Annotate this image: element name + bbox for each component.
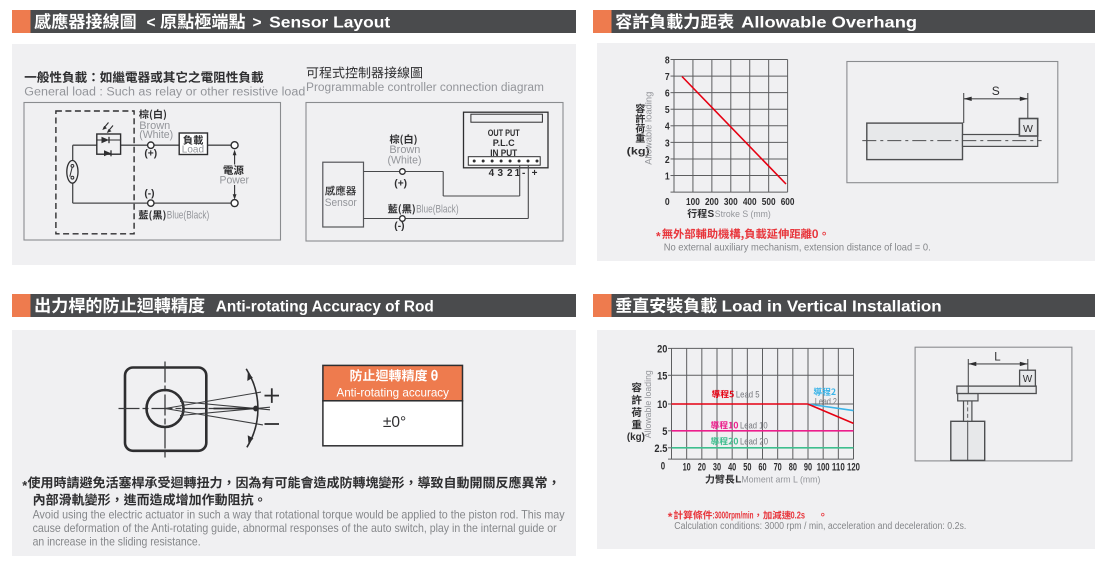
svg-text:Stroke S (mm): Stroke S (mm): [715, 209, 771, 219]
svg-text:4: 4: [665, 121, 670, 133]
svg-text:7: 7: [665, 71, 670, 83]
svg-text:Lead 2: Lead 2: [815, 397, 837, 407]
svg-text:P.L.C: P.L.C: [493, 138, 515, 149]
svg-text:2.5: 2.5: [654, 443, 667, 455]
svg-text:500: 500: [762, 196, 776, 208]
svg-text:Programmable controller connec: Programmable controller connection diagr…: [306, 82, 544, 94]
svg-text:10: 10: [657, 399, 667, 411]
svg-text:S: S: [708, 209, 715, 220]
svg-text:Calculation conditions: 3000 r: Calculation conditions: 3000 rpm / min, …: [674, 521, 966, 532]
svg-text:0: 0: [661, 461, 665, 473]
svg-text:20: 20: [657, 343, 667, 355]
svg-text:+: +: [532, 168, 538, 179]
svg-text:<: <: [147, 14, 156, 31]
svg-text:Lead 20: Lead 20: [740, 437, 768, 447]
svg-text:Allowable Overhang: Allowable Overhang: [741, 14, 917, 31]
svg-text:2: 2: [507, 168, 513, 179]
svg-text:W: W: [1023, 123, 1033, 135]
svg-text:15: 15: [657, 370, 667, 382]
svg-text:Lead 5: Lead 5: [736, 390, 760, 400]
svg-text:Load in Vertical Installation: Load in Vertical Installation: [722, 298, 942, 315]
svg-text:No external auxiliary mechanis: No external auxiliary mechanism, extensi…: [664, 243, 931, 254]
svg-text:Avoid using the electric actua: Avoid using the electric actuator in suc…: [33, 509, 565, 522]
svg-text:Lead 10: Lead 10: [740, 421, 768, 431]
svg-text:OUT PUT: OUT PUT: [488, 128, 520, 139]
svg-text:1: 1: [665, 170, 670, 182]
svg-text:Moment arm L (mm): Moment arm L (mm): [741, 475, 820, 486]
svg-text:IN PUT: IN PUT: [490, 148, 517, 159]
svg-text:Sensor Layout: Sensor Layout: [269, 14, 390, 31]
svg-text:(kg): (kg): [627, 431, 645, 443]
svg-text:Load: Load: [182, 144, 204, 156]
svg-text:(-): (-): [144, 189, 154, 200]
svg-text:Anti-rotating Accuracy of Rod: Anti-rotating Accuracy of Rod: [216, 298, 434, 315]
svg-text:3: 3: [498, 168, 504, 179]
svg-text:50: 50: [743, 462, 751, 474]
svg-text:0: 0: [665, 196, 670, 208]
svg-text:40: 40: [728, 462, 736, 474]
svg-text:*: *: [656, 229, 661, 243]
svg-text:4: 4: [489, 168, 495, 179]
svg-text:300: 300: [724, 196, 738, 208]
svg-text:5: 5: [662, 426, 667, 438]
svg-text:Blue(Black): Blue(Black): [416, 204, 459, 216]
svg-text:120: 120: [847, 462, 860, 474]
svg-text:90: 90: [804, 462, 812, 474]
svg-text:±0°: ±0°: [383, 414, 406, 431]
svg-text:Allowable loading: Allowable loading: [643, 370, 654, 438]
svg-text:*: *: [668, 510, 673, 524]
svg-text:Sensor: Sensor: [325, 197, 357, 209]
svg-text:cause deformation of the Anti-: cause deformation of the Anti-rotating g…: [33, 522, 557, 535]
svg-text:Power: Power: [220, 174, 250, 186]
svg-text:0.2s: 0.2s: [791, 510, 806, 521]
svg-text:200: 200: [705, 196, 719, 208]
svg-text:400: 400: [743, 196, 757, 208]
svg-text:Allowable loading: Allowable loading: [644, 92, 655, 165]
svg-text:30: 30: [713, 462, 721, 474]
svg-text:(+): (+): [394, 178, 407, 189]
svg-text:(White): (White): [139, 129, 173, 141]
svg-text:(-): (-): [394, 221, 404, 232]
svg-text:S: S: [992, 84, 1000, 98]
svg-text:Anti-rotating accuracy: Anti-rotating accuracy: [336, 385, 449, 399]
svg-text:70: 70: [774, 462, 782, 474]
svg-text:10: 10: [683, 462, 691, 474]
svg-text:3: 3: [665, 137, 670, 149]
svg-text:110: 110: [832, 462, 845, 474]
svg-text:>: >: [253, 14, 262, 31]
svg-text:an increase in the sliding res: an increase in the sliding resistance.: [33, 536, 201, 549]
svg-text:-: -: [522, 168, 525, 179]
svg-text:6: 6: [665, 88, 670, 100]
svg-text:Blue(Black): Blue(Black): [167, 210, 210, 222]
svg-text::3000rpm/min: :3000rpm/min: [713, 510, 754, 521]
svg-text:*: *: [22, 478, 28, 493]
svg-text:60: 60: [758, 462, 766, 474]
svg-text:1: 1: [515, 168, 521, 179]
svg-text:L: L: [735, 475, 741, 486]
svg-text:(White): (White): [388, 155, 422, 167]
svg-text:5: 5: [665, 104, 670, 116]
svg-text:(kg): (kg): [627, 146, 650, 158]
svg-text:100: 100: [817, 462, 830, 474]
svg-text:20: 20: [698, 462, 706, 474]
svg-text:General load : Such as relay o: General load : Such as relay or other re…: [24, 87, 305, 99]
svg-text:Brown: Brown: [389, 144, 420, 156]
svg-text:(+): (+): [144, 149, 157, 160]
svg-text:80: 80: [789, 462, 797, 474]
svg-text:W: W: [1023, 374, 1033, 385]
svg-text:L: L: [994, 351, 1001, 363]
svg-text:8: 8: [665, 54, 670, 66]
svg-text:2: 2: [665, 154, 670, 166]
svg-text:Brown: Brown: [139, 120, 170, 132]
svg-text:600: 600: [781, 196, 795, 208]
svg-text:100: 100: [686, 196, 700, 208]
